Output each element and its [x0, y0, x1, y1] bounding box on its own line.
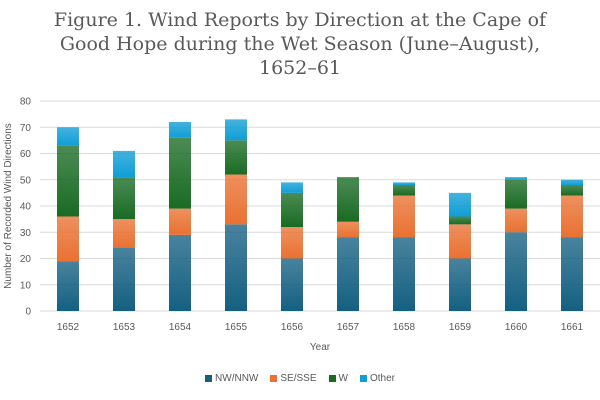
bar-segment-other	[393, 182, 415, 185]
bar-segment-se-sse	[505, 208, 527, 233]
legend-label: NW/NNW	[215, 373, 259, 384]
bar-segment-nw-nnw	[393, 237, 415, 311]
title-line: Figure 1. Wind Reports by Direction at t…	[53, 9, 547, 31]
chart-title: Figure 1. Wind Reports by Direction at t…	[20, 8, 580, 80]
x-tick-label: 1656	[281, 322, 304, 333]
bar-segment-w	[449, 216, 471, 225]
bar-segment-se-sse	[113, 219, 135, 248]
legend-item: SE/SSE	[270, 373, 317, 384]
bar-segment-other	[57, 127, 79, 146]
x-tick-label: 1654	[169, 322, 192, 333]
y-tick-label: 80	[20, 97, 32, 108]
bar-segment-other	[169, 122, 191, 138]
legend-swatch	[359, 374, 367, 382]
x-tick-label: 1658	[393, 322, 416, 333]
bar-segment-nw-nnw	[281, 258, 303, 311]
x-axis-label: Year	[310, 342, 331, 353]
bar-segment-w	[169, 137, 191, 209]
bar-segment-other	[113, 150, 135, 178]
bar-segment-other	[449, 192, 471, 217]
bar-segment-se-sse	[225, 174, 247, 225]
legend-swatch	[270, 374, 278, 382]
bar-segment-nw-nnw	[113, 248, 135, 311]
bar-segment-nw-nnw	[561, 237, 583, 311]
bar-segment-nw-nnw	[57, 261, 79, 311]
y-tick-label: 70	[20, 123, 32, 134]
y-tick-label: 40	[20, 202, 32, 213]
legend-label: SE/SSE	[280, 373, 317, 384]
bar-segment-w	[225, 140, 247, 175]
bar-segment-se-sse	[561, 195, 583, 238]
y-tick-label: 50	[20, 175, 32, 186]
x-tick-label: 1657	[337, 322, 360, 333]
legend-item: NW/NNW	[205, 373, 258, 384]
y-tick-label: 10	[20, 280, 32, 291]
x-tick-label: 1652	[57, 322, 80, 333]
bar-segment-w	[281, 192, 303, 227]
x-tick-label: 1660	[505, 322, 528, 333]
bar-segment-other	[281, 182, 303, 193]
bar-segment-se-sse	[57, 216, 79, 262]
legend: NW/NNW SE/SSE W Other	[0, 373, 600, 384]
legend-item: W	[328, 373, 348, 384]
bar-segment-w	[505, 179, 527, 209]
legend-swatch	[205, 374, 213, 382]
bar-segment-other	[505, 177, 527, 180]
bar-segment-w	[561, 185, 583, 196]
x-tick-label: 1655	[225, 322, 248, 333]
bar-segment-w	[113, 177, 135, 220]
x-tick-label: 1661	[561, 322, 584, 333]
bar-segment-nw-nnw	[505, 232, 527, 311]
bar-segment-w	[337, 177, 359, 222]
bar-segment-w	[57, 145, 79, 217]
bar-segment-other	[225, 119, 247, 141]
bar-segment-other	[561, 179, 583, 185]
x-tick-label: 1659	[449, 322, 472, 333]
y-tick-label: 30	[20, 228, 32, 239]
bar-segment-nw-nnw	[169, 234, 191, 311]
bar-segment-se-sse	[337, 221, 359, 238]
y-axis-label: Number of Recorded Wind Directions	[3, 123, 14, 289]
y-tick-label: 60	[20, 149, 32, 160]
bar-segment-nw-nnw	[337, 237, 359, 311]
y-tick-label: 0	[25, 307, 31, 318]
bar-segment-se-sse	[169, 208, 191, 235]
y-tick-label: 20	[20, 254, 32, 265]
legend-item: Other	[359, 373, 395, 384]
bar-segment-nw-nnw	[225, 224, 247, 311]
title-line: 1652–61	[258, 57, 342, 79]
legend-swatch	[328, 374, 336, 382]
title-line: Good Hope during the Wet Season (June–Au…	[59, 33, 541, 55]
bar-segment-se-sse	[281, 227, 303, 259]
bar-segment-nw-nnw	[449, 258, 471, 311]
legend-label: W	[338, 373, 348, 384]
bar-segment-se-sse	[449, 224, 471, 259]
x-tick-label: 1653	[113, 322, 136, 333]
bar-segment-w	[393, 185, 415, 196]
legend-label: Other	[369, 373, 395, 384]
bar-segment-se-sse	[393, 195, 415, 238]
